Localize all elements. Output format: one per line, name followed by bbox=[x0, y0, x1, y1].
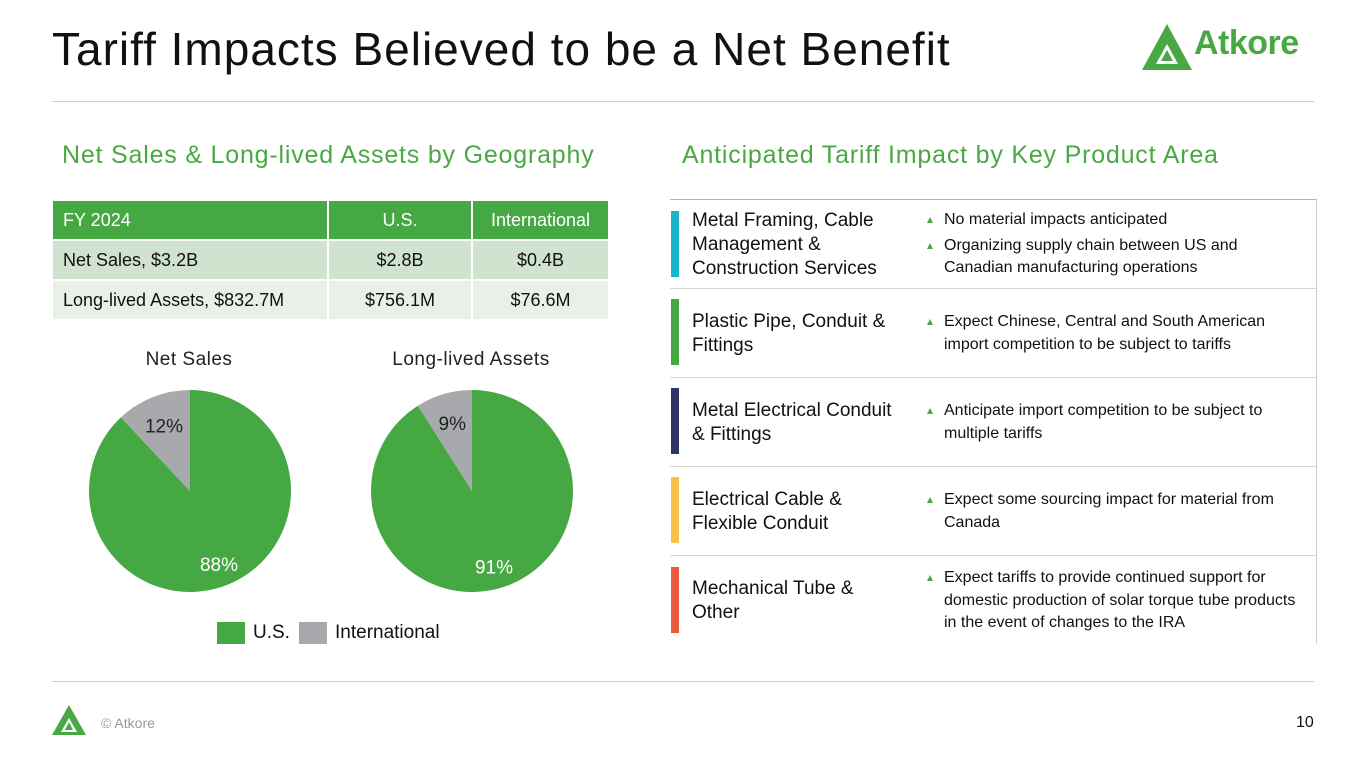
product-bullets: Expect tariffs to provide continued supp… bbox=[927, 567, 1307, 638]
logo-wordmark: Atkore bbox=[1194, 24, 1299, 62]
product-name: Plastic Pipe, Conduit & Fittings bbox=[692, 311, 886, 356]
slide-title: Tariff Impacts Believed to be a Net Bene… bbox=[52, 23, 951, 75]
pie-title-long-lived-assets: Long-lived Assets bbox=[392, 349, 550, 370]
product-color-bar bbox=[671, 477, 679, 543]
product-color-bar bbox=[671, 299, 679, 365]
triangle-bullet-icon bbox=[927, 217, 933, 223]
pie-slice-u-s bbox=[88, 390, 291, 592]
product-name: Metal Electrical Conduit & Fittings bbox=[692, 400, 892, 445]
pie-slice-international bbox=[417, 390, 472, 491]
product-row: Electrical Cable & Flexible Conduit Expe… bbox=[670, 467, 1316, 556]
product-bullets: Expect Chinese, Central and South Americ… bbox=[927, 311, 1307, 359]
triangle-bullet-icon bbox=[927, 497, 933, 503]
legend-label: U.S. bbox=[253, 622, 290, 643]
bullet-text: No material impacts anticipated bbox=[944, 211, 1168, 228]
atkore-logo: Atkore bbox=[1142, 24, 1318, 70]
copyright-text: © Atkore bbox=[101, 715, 155, 731]
legend-swatch bbox=[299, 622, 327, 644]
table-header-cell: U.S. bbox=[327, 199, 473, 241]
pie-data-label: 88% bbox=[200, 555, 238, 576]
table-cell: $0.4B bbox=[471, 239, 610, 281]
bullet-item: Expect tariffs to provide continued supp… bbox=[927, 567, 1307, 635]
pie-slice-international bbox=[120, 390, 190, 491]
table-row: Long-lived Assets, $832.7M $756.1M $76.6… bbox=[51, 279, 610, 321]
product-color-bar bbox=[671, 211, 679, 277]
product-row: Metal Framing, Cable Management & Constr… bbox=[670, 200, 1316, 289]
pie-chart-net-sales: 88% 12% bbox=[88, 390, 291, 592]
triangle-bullet-icon bbox=[927, 319, 933, 325]
table-row: Net Sales, $3.2B $2.8B $0.4B bbox=[51, 239, 610, 281]
legend-swatch bbox=[217, 622, 245, 644]
table-header-cell: FY 2024 bbox=[51, 199, 329, 241]
bullet-text: Anticipate import competition to be subj… bbox=[944, 402, 1263, 442]
product-row: Metal Electrical Conduit & Fittings Anti… bbox=[670, 378, 1316, 467]
product-bullets: Expect some sourcing impact for material… bbox=[927, 489, 1307, 537]
table-cell: Net Sales, $3.2B bbox=[51, 239, 329, 281]
product-bullets: Anticipate import competition to be subj… bbox=[927, 400, 1307, 448]
bullet-item: Anticipate import competition to be subj… bbox=[927, 400, 1307, 445]
product-color-bar bbox=[671, 388, 679, 454]
atkore-logo-icon bbox=[1142, 24, 1192, 70]
left-section-title: Net Sales & Long-lived Assets by Geograp… bbox=[62, 141, 595, 169]
table-header-row: FY 2024 U.S. International bbox=[51, 199, 610, 241]
footer-divider bbox=[52, 681, 1314, 682]
triangle-bullet-icon bbox=[927, 408, 933, 414]
product-bullets: No material impacts anticipated Organizi… bbox=[927, 209, 1307, 283]
legend-label: International bbox=[335, 622, 440, 643]
triangle-bullet-icon bbox=[927, 242, 933, 249]
product-impact-table: Metal Framing, Cable Management & Constr… bbox=[670, 199, 1317, 644]
page-number: 10 bbox=[1296, 714, 1314, 731]
bullet-item: No material impacts anticipated bbox=[927, 209, 1307, 232]
pie-data-label: 12% bbox=[145, 416, 183, 437]
triangle-bullet-icon bbox=[927, 575, 933, 581]
product-row: Plastic Pipe, Conduit & Fittings Expect … bbox=[670, 289, 1316, 378]
bullet-text: Organizing supply chain between US and C… bbox=[944, 236, 1238, 277]
geography-table: FY 2024 U.S. International Net Sales, $3… bbox=[51, 199, 610, 321]
atkore-logo-icon bbox=[52, 705, 86, 735]
product-color-bar bbox=[671, 567, 679, 633]
bullet-text: Expect tariffs to provide continued supp… bbox=[944, 569, 1296, 631]
bullet-text: Expect Chinese, Central and South Americ… bbox=[944, 313, 1266, 353]
bullet-item: Expect some sourcing impact for material… bbox=[927, 489, 1307, 534]
product-name: Mechanical Tube & Other bbox=[692, 578, 854, 623]
pie-title-net-sales: Net Sales bbox=[145, 349, 233, 370]
bullet-item: Expect Chinese, Central and South Americ… bbox=[927, 311, 1307, 356]
pie-data-label: 9% bbox=[439, 414, 467, 435]
bullet-text: Expect some sourcing impact for material… bbox=[944, 491, 1274, 531]
header-divider bbox=[52, 101, 1314, 102]
table-header-cell: International bbox=[471, 199, 610, 241]
product-row: Mechanical Tube & Other Expect tariffs t… bbox=[670, 556, 1316, 644]
table-cell: $76.6M bbox=[471, 279, 610, 321]
legend-international: International bbox=[299, 622, 440, 644]
product-name: Electrical Cable & Flexible Conduit bbox=[692, 489, 842, 534]
pie-data-label: 91% bbox=[475, 558, 513, 579]
legend-us: U.S. bbox=[217, 622, 290, 644]
table-cell: Long-lived Assets, $832.7M bbox=[51, 279, 329, 321]
product-name: Metal Framing, Cable Management & Constr… bbox=[692, 210, 877, 279]
pie-chart-long-lived-assets: 91% 9% bbox=[371, 390, 573, 592]
right-section-title: Anticipated Tariff Impact by Key Product… bbox=[682, 141, 1219, 169]
table-cell: $756.1M bbox=[327, 279, 473, 321]
table-cell: $2.8B bbox=[327, 239, 473, 281]
bullet-item: Organizing supply chain between US and C… bbox=[927, 235, 1307, 280]
